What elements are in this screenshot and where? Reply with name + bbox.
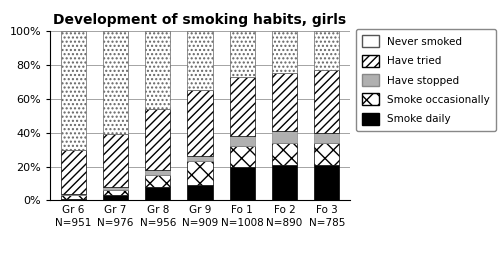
Bar	[272, 131, 297, 143]
Bar	[103, 31, 128, 134]
Bar	[314, 70, 340, 133]
Bar	[188, 185, 212, 200]
Bar	[272, 165, 297, 200]
Bar	[60, 195, 86, 199]
Bar	[103, 190, 128, 195]
Bar	[314, 143, 340, 165]
Bar	[60, 150, 86, 194]
Bar	[272, 73, 297, 131]
Bar	[60, 31, 86, 150]
Bar	[230, 136, 255, 146]
Bar	[145, 175, 171, 187]
Bar	[188, 31, 212, 90]
Legend: Never smoked, Have tried, Have stopped, Smoke occasionally, Smoke daily: Never smoked, Have tried, Have stopped, …	[356, 29, 496, 131]
Bar	[60, 199, 86, 200]
Bar	[230, 167, 255, 200]
Bar	[145, 109, 171, 170]
Bar	[145, 187, 171, 200]
Bar	[314, 133, 340, 143]
Bar	[272, 143, 297, 165]
Bar	[314, 31, 340, 70]
Bar	[103, 134, 128, 187]
Bar	[103, 195, 128, 200]
Bar	[188, 90, 212, 156]
Bar	[314, 165, 340, 200]
Bar	[230, 146, 255, 167]
Bar	[145, 170, 171, 175]
Bar	[103, 187, 128, 190]
Bar	[230, 31, 255, 77]
Bar	[188, 161, 212, 185]
Bar	[230, 77, 255, 136]
Bar	[145, 31, 171, 109]
Bar	[188, 156, 212, 161]
Bar	[272, 31, 297, 73]
Title: Development of smoking habits, girls: Development of smoking habits, girls	[54, 13, 346, 27]
Bar	[60, 194, 86, 195]
